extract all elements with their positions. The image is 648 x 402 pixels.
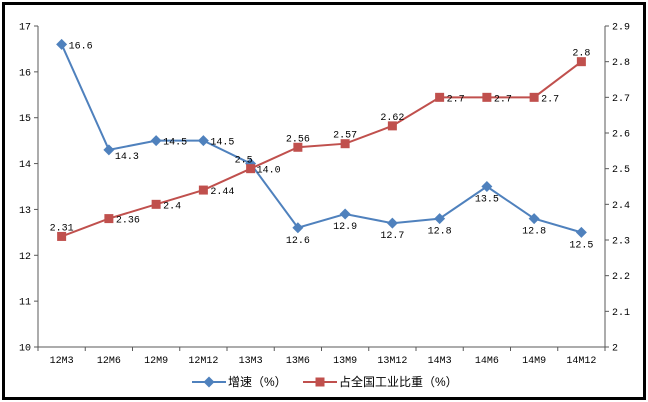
right-axis-tick-label: 2.8	[612, 58, 630, 69]
data-label-share: 2.7	[447, 94, 465, 105]
x-axis-category-label: 13M3	[239, 356, 263, 367]
marker-square-share	[104, 214, 114, 224]
marker-diamond-growth	[197, 135, 209, 147]
axes: 101112131415161722.12.22.32.42.52.62.72.…	[19, 23, 630, 368]
right-axis-tick-label: 2	[612, 344, 618, 355]
left-axis-tick-label: 10	[19, 344, 31, 355]
left-axis-tick-label: 12	[19, 252, 31, 263]
x-axis-category-label: 14M3	[428, 356, 452, 367]
x-axis-category-label: 13M12	[377, 356, 407, 367]
right-axis-tick-label: 2.2	[612, 272, 630, 283]
data-label-share: 2.62	[380, 113, 404, 124]
marker-square-share	[151, 199, 161, 209]
data-label-growth: 14.0	[257, 166, 281, 177]
left-axis-tick-label: 15	[19, 114, 31, 125]
marker-diamond-growth	[434, 213, 446, 225]
series-line-growth	[60, 43, 582, 234]
left-axis-tick-label: 16	[19, 68, 31, 79]
marker-diamond-growth	[339, 208, 351, 220]
x-axis-category-label: 12M12	[188, 356, 218, 367]
data-label-share: 2.36	[116, 216, 140, 227]
right-axis-tick-label: 2.4	[612, 201, 630, 212]
legend-marker-square	[315, 377, 325, 387]
data-label-share: 2.8	[572, 49, 590, 60]
x-axis-category-label: 12M6	[97, 356, 121, 367]
data-label-share: 2.57	[333, 131, 357, 142]
right-axis-tick-label: 2.6	[612, 130, 630, 141]
marker-square-share	[293, 142, 303, 152]
data-label-growth: 16.6	[69, 41, 93, 52]
marker-square-share	[57, 231, 67, 241]
left-axis-tick-label: 14	[19, 160, 31, 171]
marker-square-share	[198, 185, 208, 195]
x-axis-category-label: 13M9	[333, 356, 357, 367]
data-label-share: 2.44	[210, 187, 234, 198]
marker-square-share	[246, 164, 256, 174]
right-axis-tick-label: 2.5	[612, 165, 630, 176]
series-line-share	[61, 60, 582, 238]
data-label-share: 2.56	[286, 134, 310, 145]
marker-square-share	[435, 92, 445, 102]
legend-item-growth: 增速（%）	[192, 375, 287, 389]
marker-diamond-growth	[528, 213, 540, 225]
data-label-growth: 14.5	[210, 138, 234, 149]
x-axis-category-label: 12M3	[50, 356, 74, 367]
x-axis-category-label: 13M6	[286, 356, 310, 367]
data-label-share: 2.5	[235, 156, 253, 167]
legend-label-growth: 增速（%）	[228, 375, 287, 389]
data-label-share: 2.7	[541, 94, 559, 105]
data-label-share: 2.4	[163, 201, 181, 212]
legend: 增速（%） 占全国工业比重（%）	[192, 374, 458, 389]
marker-diamond-growth	[575, 226, 587, 238]
left-axis-tick-label: 13	[19, 206, 31, 217]
data-label-growth: 12.6	[286, 236, 310, 247]
marker-square-share	[340, 139, 350, 149]
legend-label-share: 占全国工业比重（%）	[339, 374, 458, 389]
legend-marker-diamond	[203, 376, 215, 388]
left-axis-tick-label: 11	[19, 298, 31, 309]
marker-diamond-growth	[56, 38, 68, 50]
data-label-share: 2.31	[50, 223, 74, 234]
left-axis-tick-label: 17	[19, 23, 31, 34]
data-label-growth: 12.7	[380, 231, 404, 242]
x-axis-category-label: 12M9	[144, 356, 168, 367]
marker-diamond-growth	[481, 181, 493, 192]
series-share: 2.31 2.36 2.4 2.44 2.5 2.56 2.57 2.62 2.7 2.7 2.7 2…	[50, 49, 590, 241]
right-axis-tick-label: 2.7	[612, 94, 630, 105]
marker-diamond-growth	[103, 144, 115, 156]
x-axis-category-label: 14M6	[475, 356, 499, 367]
data-label-growth: 14.3	[115, 152, 139, 163]
x-axis-category-label: 14M12	[566, 356, 596, 367]
marker-diamond-growth	[292, 222, 304, 234]
data-label-growth: 13.5	[475, 195, 499, 206]
series-growth: 16.6 14.3 14.5 14.5 14.0 12.6 12.9 12.7 12.8 13.5…	[56, 38, 593, 251]
right-axis-tick-label: 2.3	[612, 237, 630, 248]
marker-square-share	[387, 121, 397, 131]
right-axis-tick-label: 2.1	[612, 308, 630, 319]
x-axis-category-label: 14M9	[522, 356, 546, 367]
right-axis-tick-label: 2.9	[612, 23, 630, 34]
marker-square-share	[576, 57, 586, 67]
marker-diamond-growth	[386, 217, 398, 229]
marker-diamond-growth	[150, 135, 162, 147]
data-label-growth: 12.5	[569, 240, 593, 251]
marker-square-share	[529, 92, 539, 102]
data-label-growth: 12.9	[333, 222, 357, 233]
legend-item-share: 占全国工业比重（%）	[303, 374, 458, 389]
data-label-share: 2.7	[494, 94, 512, 105]
data-label-growth: 12.8	[522, 227, 546, 238]
data-label-growth: 14.5	[163, 138, 187, 149]
marker-square-share	[482, 92, 492, 102]
data-label-growth: 12.8	[428, 227, 452, 238]
